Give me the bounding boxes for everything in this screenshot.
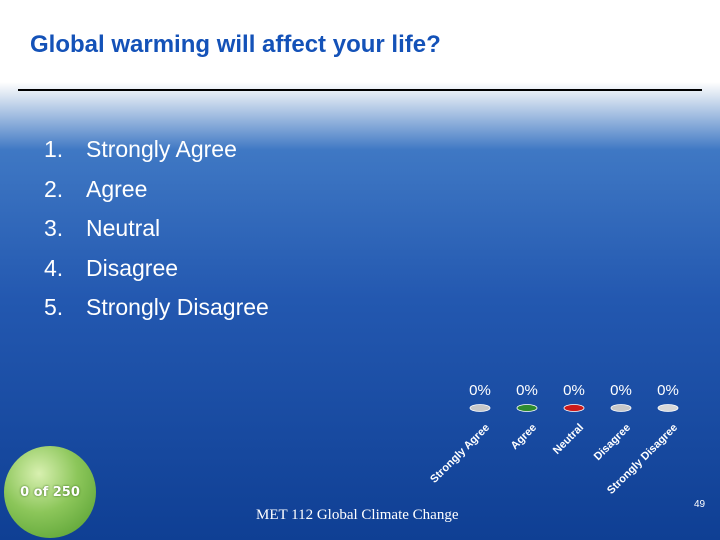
response-counter: 0 of 250 xyxy=(4,446,96,538)
category-label: Strongly Agree xyxy=(428,422,492,486)
option-label: Disagree xyxy=(86,254,179,281)
option-neutral: 3. Neutral xyxy=(44,209,269,249)
value-label: 0% xyxy=(469,382,491,399)
category-label: Disagree xyxy=(592,422,633,463)
option-number: 1. xyxy=(44,136,64,162)
option-label: Neutral xyxy=(86,215,161,241)
option-number: 3. xyxy=(44,215,64,241)
option-label: Strongly Disagree xyxy=(86,294,269,320)
page-number: 49 xyxy=(694,499,706,510)
option-strongly-disagree: 5. Strongly Disagree xyxy=(44,288,269,328)
category-label: Agree xyxy=(509,422,540,453)
option-label: Strongly Agree xyxy=(86,136,237,162)
answer-options-list: 1. Strongly Agree 2. Agree 3. Neutral 4.… xyxy=(44,130,269,328)
bar-base-marker xyxy=(469,404,491,412)
category-label: Neutral xyxy=(551,422,586,457)
option-label: Agree xyxy=(86,175,148,202)
bar-base-marker xyxy=(610,404,632,412)
option-number: 2. xyxy=(44,175,64,202)
option-number: 5. xyxy=(44,294,64,320)
footer-text: MET 112 Global Climate Change xyxy=(256,507,459,523)
response-chart: 0% Strongly Agree 0% Agree 0% Neutral 0% Disagr… xyxy=(380,370,720,510)
bar-base-marker xyxy=(516,404,538,412)
value-label: 0% xyxy=(657,382,679,399)
bar-base-marker xyxy=(563,404,585,412)
response-chart-svg: 0% Strongly Agree 0% Agree 0% Neutral 0% Disagr… xyxy=(428,382,680,497)
bar-base-marker xyxy=(657,404,679,412)
value-label: 0% xyxy=(610,382,632,399)
value-label: 0% xyxy=(516,382,538,399)
option-disagree: 4. Disagree xyxy=(44,249,269,289)
option-number: 4. xyxy=(44,254,64,281)
option-strongly-agree: 1. Strongly Agree xyxy=(44,130,269,170)
value-label: 0% xyxy=(563,382,585,399)
title-divider xyxy=(18,89,702,91)
option-agree: 2. Agree xyxy=(44,170,269,210)
slide-title: Global warming will affect your life? xyxy=(30,31,441,58)
